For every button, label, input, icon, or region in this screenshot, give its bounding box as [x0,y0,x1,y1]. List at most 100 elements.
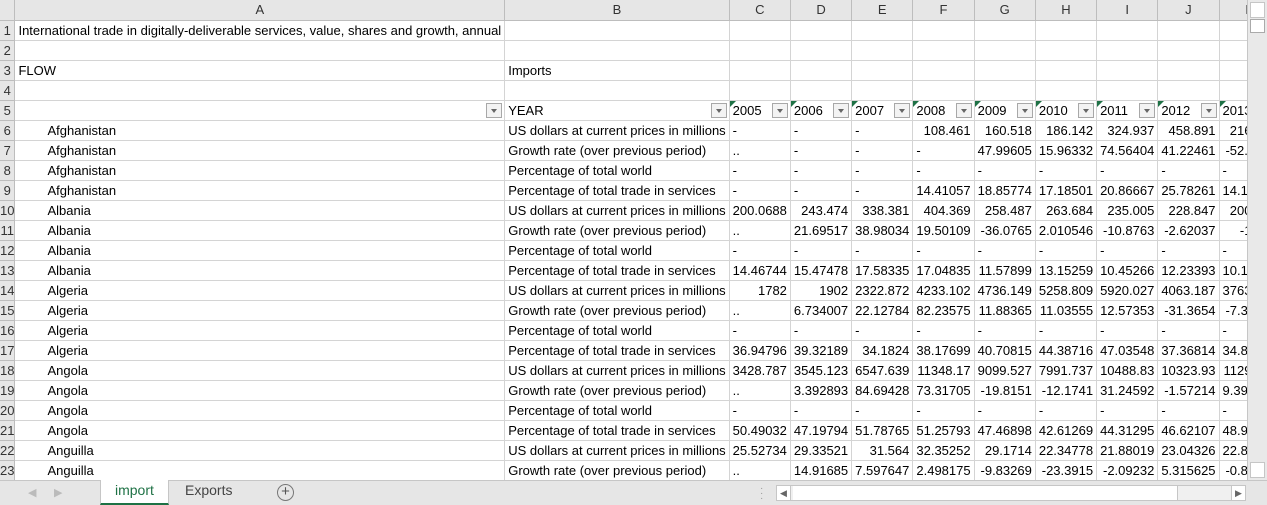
value-cell[interactable]: 41.22461 [1157,140,1220,161]
cell[interactable] [1096,60,1159,81]
cell[interactable] [1157,40,1220,61]
spreadsheet-grid[interactable]: ABCDEFGHIJKLMN1International trade in di… [0,0,1247,480]
year-header-2009[interactable]: 2009 [974,100,1036,121]
column-header-A[interactable]: A [14,0,506,21]
cell[interactable] [851,20,914,41]
measure-cell[interactable]: US dollars at current prices in millions [504,280,730,301]
value-cell[interactable]: 108.461 [912,120,975,141]
value-cell[interactable]: 6547.639 [851,360,914,381]
measure-cell[interactable]: Growth rate (over previous period) [504,220,730,241]
value-cell[interactable]: - [1035,240,1098,261]
measure-cell[interactable]: Percentage of total world [504,240,730,261]
value-cell[interactable]: - [912,400,975,421]
filter-dropdown-icon[interactable] [710,102,727,118]
value-cell[interactable]: 22.34778 [1035,440,1098,461]
value-cell[interactable]: 11.03555 [1035,300,1098,321]
column-header-H[interactable]: H [1035,0,1098,21]
row-header[interactable]: 2 [0,40,16,61]
value-cell[interactable]: - [851,240,914,261]
cell[interactable] [1219,40,1247,61]
value-cell[interactable]: - [729,320,791,341]
vertical-scrollbar[interactable] [1247,0,1267,480]
value-cell[interactable]: - [974,160,1036,181]
value-cell[interactable]: 235.005 [1096,200,1159,221]
cell[interactable] [1096,80,1159,101]
value-cell[interactable]: 11.57899 [974,260,1036,281]
scroll-splitter[interactable]: · · · [760,483,764,504]
country-cell[interactable]: Algeria [14,280,506,301]
row-header[interactable]: 20 [0,400,16,421]
horizontal-scroll-thumb[interactable] [793,486,1178,500]
value-cell[interactable]: 258.487 [974,200,1036,221]
value-cell[interactable]: - [851,320,914,341]
row-header[interactable]: 9 [0,180,16,201]
value-cell[interactable]: - [851,180,914,201]
cell[interactable] [14,40,506,61]
cell[interactable] [912,20,975,41]
value-cell[interactable]: 3.392893 [790,380,853,401]
country-cell[interactable]: Anguilla [14,440,506,461]
value-cell[interactable]: 15.47478 [790,260,853,281]
value-cell[interactable]: 1902 [790,280,853,301]
year-header-2005[interactable]: 2005 [729,100,791,121]
value-cell[interactable]: 404.369 [912,200,975,221]
year-header-2008[interactable]: 2008 [912,100,975,121]
value-cell[interactable]: - [790,140,853,161]
column-header-D[interactable]: D [790,0,853,21]
filter-dropdown-icon[interactable] [486,102,503,118]
value-cell[interactable]: - [790,180,853,201]
row-header[interactable]: 4 [0,80,16,101]
value-cell[interactable]: 2.010546 [1035,220,1098,241]
value-cell[interactable]: 17.18501 [1035,180,1098,201]
measure-cell[interactable]: Percentage of total trade in services [504,180,730,201]
value-cell[interactable]: 82.23575 [912,300,975,321]
filter-header-a[interactable] [14,100,506,121]
value-cell[interactable]: 47.99605 [974,140,1036,161]
cell[interactable] [1035,20,1098,41]
next-sheet-icon[interactable]: ▶ [54,487,63,499]
value-cell[interactable]: 324.937 [1096,120,1159,141]
value-cell[interactable]: 3428.787 [729,360,791,381]
row-header[interactable]: 18 [0,360,16,381]
measure-cell[interactable]: Growth rate (over previous period) [504,140,730,161]
value-cell[interactable]: 14.16604 [1219,180,1247,201]
value-cell[interactable]: 186.142 [1035,120,1098,141]
country-cell[interactable]: Angola [14,400,506,421]
prev-sheet-icon[interactable]: ◀ [28,487,37,499]
value-cell[interactable]: 3763.045 [1219,280,1247,301]
value-cell[interactable]: 17.04835 [912,260,975,281]
measure-cell[interactable]: Growth rate (over previous period) [504,380,730,401]
value-cell[interactable]: - [1157,320,1220,341]
value-cell[interactable]: 3545.123 [790,360,853,381]
country-cell[interactable]: Afghanistan [14,180,506,201]
value-cell[interactable]: 200.859 [1219,200,1247,221]
value-cell[interactable]: - [1096,160,1159,181]
value-cell[interactable]: 29.33521 [790,440,853,461]
country-cell[interactable]: Albania [14,240,506,261]
value-cell[interactable]: 14.41057 [912,180,975,201]
country-cell[interactable]: Angola [14,380,506,401]
value-cell[interactable]: - [912,140,975,161]
row-header[interactable]: 8 [0,160,16,181]
column-header-E[interactable]: E [851,0,914,21]
row-header[interactable]: 17 [0,340,16,361]
measure-cell[interactable]: Growth rate (over previous period) [504,460,730,480]
cell[interactable] [504,80,730,101]
value-cell[interactable]: 73.31705 [912,380,975,401]
cell[interactable] [851,80,914,101]
sheet-tab-exports[interactable]: Exports [185,482,233,498]
column-header-B[interactable]: B [504,0,730,21]
value-cell[interactable]: 10.14575 [1219,260,1247,281]
value-cell[interactable]: 34.1824 [851,340,914,361]
country-cell[interactable]: Angola [14,360,506,381]
row-header[interactable]: 10 [0,200,16,221]
filter-dropdown-icon[interactable] [955,102,972,118]
column-header-F[interactable]: F [912,0,975,21]
value-cell[interactable]: 5920.027 [1096,280,1159,301]
value-cell[interactable]: 38.98034 [851,220,914,241]
value-cell[interactable]: -19.8151 [974,380,1036,401]
year-header-2011[interactable]: 2011 [1096,100,1159,121]
filter-dropdown-icon[interactable] [771,102,788,118]
row-header[interactable]: 19 [0,380,16,401]
row-header[interactable]: 15 [0,300,16,321]
